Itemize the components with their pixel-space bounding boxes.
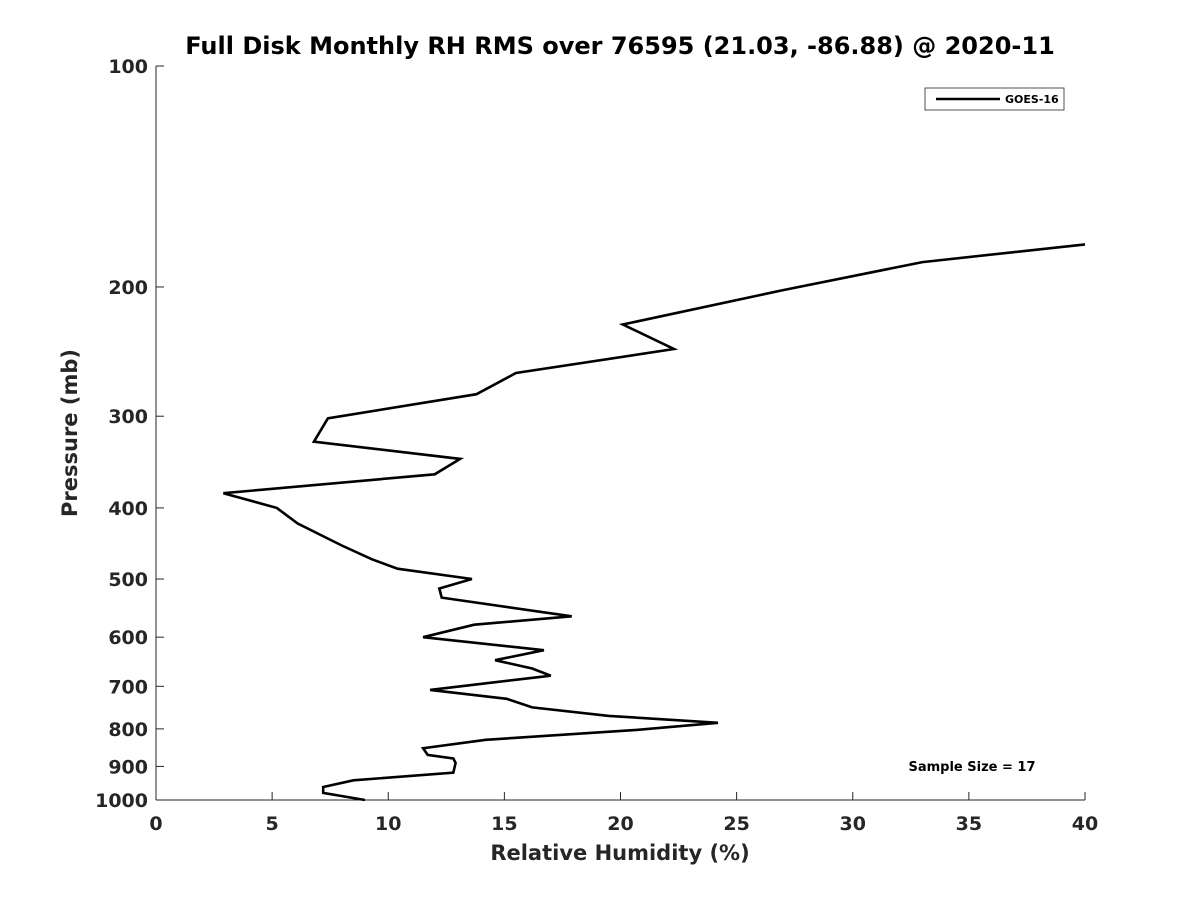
y-tick-label: 100 bbox=[108, 56, 148, 78]
x-tick-label: 5 bbox=[266, 813, 279, 835]
y-tick-label: 300 bbox=[108, 406, 148, 428]
x-tick-label: 20 bbox=[607, 813, 633, 835]
series-layer bbox=[223, 243, 1086, 802]
y-tick-label: 400 bbox=[108, 498, 148, 520]
sample-size-annotation: Sample Size = 17 bbox=[908, 760, 1035, 775]
y-tick-label: 700 bbox=[108, 676, 148, 698]
chart-title: Full Disk Monthly RH RMS over 76595 (21.… bbox=[185, 32, 1055, 60]
series-line-goes16 bbox=[223, 243, 1086, 802]
y-tick-label: 200 bbox=[108, 277, 148, 299]
y-tick-label: 600 bbox=[108, 627, 148, 649]
legend: GOES-16 bbox=[924, 87, 1065, 111]
y-tick-label: 1000 bbox=[95, 790, 148, 812]
x-tick-label: 30 bbox=[840, 813, 866, 835]
x-tick-label: 15 bbox=[491, 813, 517, 835]
x-tick-label: 40 bbox=[1072, 813, 1098, 835]
x-tick-label: 0 bbox=[149, 813, 162, 835]
x-tick-label: 25 bbox=[723, 813, 749, 835]
x-axis-label: Relative Humidity (%) bbox=[490, 841, 749, 865]
x-tick-label: 10 bbox=[375, 813, 401, 835]
x-ticks: 0 5 10 15 20 25 30 35 40 bbox=[149, 792, 1098, 835]
y-ticks: 100 200 300 400 500 600 700 800 900 1000 bbox=[95, 56, 164, 812]
y-tick-label: 900 bbox=[108, 756, 148, 778]
legend-label-goes16: GOES-16 bbox=[1005, 93, 1059, 106]
y-tick-label: 500 bbox=[108, 569, 148, 591]
x-tick-label: 35 bbox=[956, 813, 982, 835]
y-tick-label: 800 bbox=[108, 719, 148, 741]
y-axis-label: Pressure (mb) bbox=[58, 349, 82, 517]
